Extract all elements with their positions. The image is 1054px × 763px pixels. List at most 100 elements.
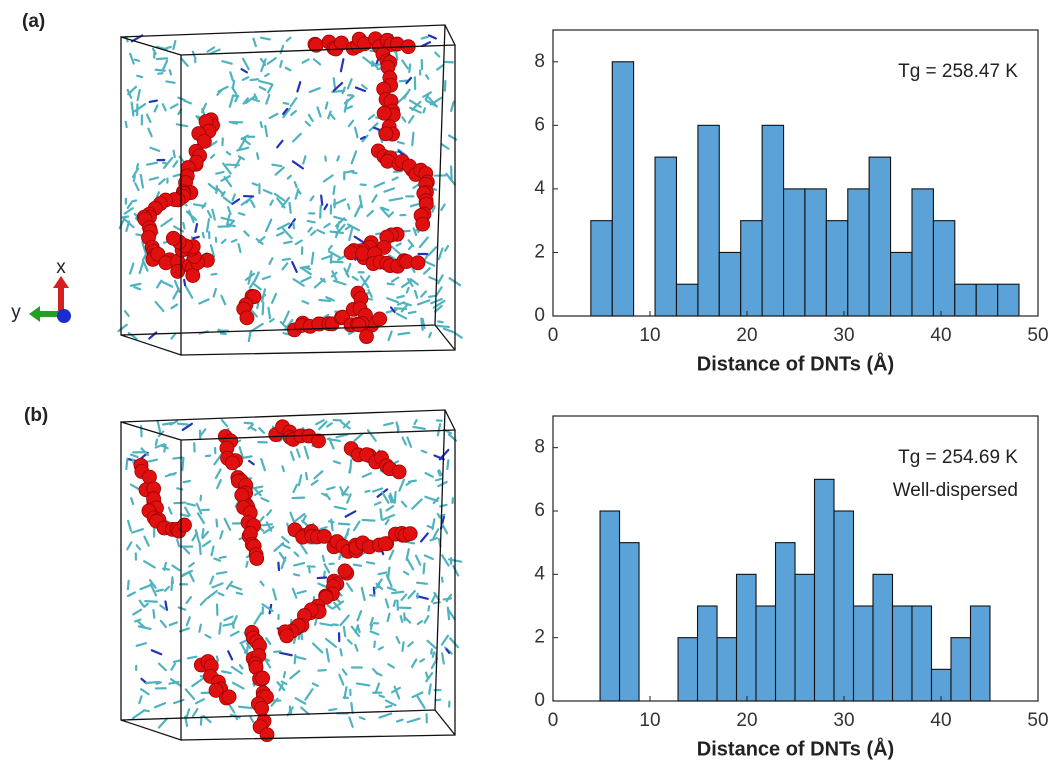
histogram-bar [697, 124, 720, 317]
molecule-bond [335, 433, 349, 439]
histogram-bar [997, 283, 1020, 317]
box-edge [120, 409, 457, 741]
molecule-bond [416, 595, 429, 600]
molecule-bond [424, 93, 430, 101]
molecule-bond [317, 582, 329, 589]
histogram-bar [774, 542, 796, 702]
molecule-bond [294, 239, 303, 246]
molecule-bond [401, 641, 405, 652]
molecule-bond [426, 639, 437, 649]
molecule-bond [220, 418, 229, 428]
molecule-bond [225, 580, 234, 590]
molecule-bond [167, 506, 173, 515]
molecule-bond [284, 66, 292, 72]
molecule-bond [452, 564, 460, 577]
molecule-bond [215, 185, 218, 194]
molecule-bond [323, 203, 329, 211]
molecule-bond [294, 512, 306, 523]
molecule-bond [348, 466, 352, 474]
molecule-bond [436, 64, 445, 71]
molecule-bond [388, 211, 395, 218]
molecule-bond [177, 606, 187, 611]
molecule-bond [371, 194, 378, 204]
molecule-bond [172, 659, 182, 664]
histogram-bar [950, 637, 972, 702]
histogram-bar [852, 605, 874, 702]
molecule-bond [154, 300, 165, 313]
molecule-bond [201, 102, 208, 114]
molecule-bond [421, 41, 432, 47]
molecule-bond [184, 285, 194, 299]
molecule-bond [377, 646, 384, 651]
molecule-bond [323, 222, 331, 229]
molecule-bond [185, 616, 191, 627]
molecule-bond [369, 623, 374, 630]
molecule-bond [346, 78, 353, 90]
molecule-bond [133, 286, 142, 291]
molecule-bond [353, 432, 364, 442]
molecule-bond [301, 58, 310, 64]
molecule-bond [170, 662, 177, 671]
molecule-bond [424, 471, 434, 478]
molecule-bond [324, 637, 338, 648]
molecule-bond [159, 619, 168, 629]
molecule-bond [434, 698, 442, 702]
molecule-bond [145, 680, 160, 685]
molecule-bond [325, 648, 330, 663]
molecule-bond [201, 530, 210, 540]
molecule-bond [288, 218, 296, 229]
molecule-bond [206, 590, 218, 600]
molecule-bond [237, 242, 242, 254]
molecule-bond [183, 99, 192, 105]
molecule-bond [206, 209, 213, 219]
molecule-bond [216, 478, 222, 490]
histogram-bar [654, 156, 678, 317]
molecule-bond [326, 486, 336, 491]
molecule-bond [217, 592, 225, 597]
molecule-bond [211, 582, 224, 589]
molecule-bond [317, 668, 327, 672]
molecule-bond [131, 458, 135, 465]
molecule-bond [136, 620, 146, 628]
molecule-bond [407, 239, 415, 247]
molecule-bond [388, 197, 404, 202]
molecule-bond [209, 244, 216, 258]
molecule-bond [442, 327, 455, 334]
molecule-bond [172, 160, 179, 168]
molecule-bond [258, 85, 267, 91]
dnt-atom [259, 727, 275, 743]
axis-triad: x y [11, 257, 71, 323]
molecule-bond [222, 196, 234, 205]
molecule-bond [395, 718, 404, 723]
molecule-bond [390, 686, 401, 694]
molecule-bond [132, 174, 136, 183]
molecule-bond [277, 561, 281, 572]
molecule-bond [395, 635, 401, 645]
molecule-bond [126, 88, 133, 99]
y-tick-label: 8 [534, 51, 545, 72]
molecule-bond [201, 231, 205, 239]
molecule-bond [185, 708, 191, 720]
molecule-bond [215, 570, 228, 575]
molecule-bond [131, 528, 144, 534]
molecule-bond [260, 523, 273, 527]
molecule-bond [234, 95, 239, 103]
molecule-bond [450, 165, 453, 181]
molecule-bond [319, 526, 328, 531]
molecule-bond [304, 120, 311, 127]
molecule-bond [302, 155, 307, 165]
molecule-bond [299, 542, 308, 555]
molecule-bond [400, 500, 408, 508]
molecule-bond [388, 549, 395, 561]
molecule-bond [437, 469, 443, 476]
molecule-bond [273, 192, 286, 202]
molecule-bond [238, 664, 244, 670]
molecule-bond [428, 683, 432, 695]
molecule-bond [220, 238, 227, 245]
histogram-bar [911, 188, 934, 317]
molecule-bond [375, 672, 383, 677]
molecule-bond [405, 480, 413, 486]
molecule-bond [201, 540, 212, 548]
molecule-bond [308, 567, 311, 574]
x-tick-label: 40 [930, 325, 951, 346]
